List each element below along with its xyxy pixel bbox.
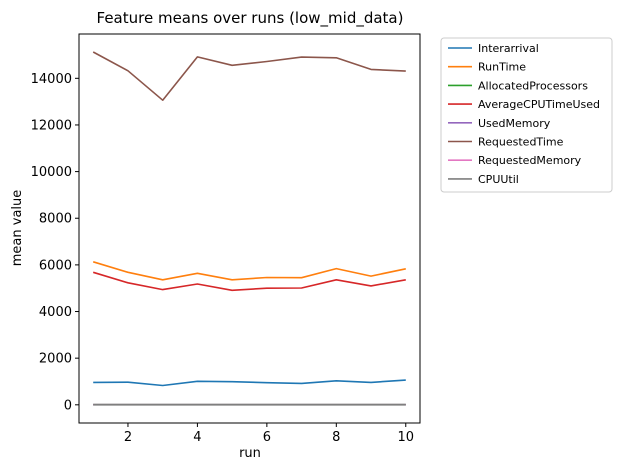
legend-label-requestedmemory: RequestedMemory [478, 154, 582, 167]
x-tick-label: 4 [193, 430, 201, 445]
legend-label-cpuutil: CPUUtil [478, 173, 519, 186]
y-tick-label: 2000 [39, 352, 72, 367]
x-tick-label: 6 [263, 430, 271, 445]
legend-label-requestedtime: RequestedTime [478, 136, 564, 149]
y-tick-label: 14000 [31, 72, 72, 87]
chart-title: Feature means over runs (low_mid_data) [97, 9, 404, 28]
y-tick-label: 12000 [31, 118, 72, 133]
y-axis-ticks: 0 2000 4000 6000 8000 10000 12000 14000 [31, 72, 79, 413]
y-tick-label: 10000 [31, 165, 72, 180]
x-tick-label: 10 [397, 430, 414, 445]
y-axis-label: mean value [10, 190, 25, 267]
legend-label-usedmemory: UsedMemory [478, 117, 551, 130]
x-tick-label: 8 [332, 430, 340, 445]
x-axis-ticks: 2 4 6 8 10 [124, 423, 414, 445]
legend-label-allocatedprocessors: AllocatedProcessors [478, 79, 588, 92]
y-tick-label: 6000 [39, 258, 72, 273]
series-line-averagecputimeused [92, 271, 406, 292]
plot-frame [78, 33, 421, 424]
series-line-requestedtime [92, 51, 406, 101]
y-tick-label: 4000 [39, 305, 72, 320]
y-tick-label: 0 [64, 398, 72, 413]
legend-label-interarrival: Interarrival [478, 42, 539, 55]
x-tick-label: 2 [124, 430, 132, 445]
series-line-interarrival [93, 379, 406, 387]
x-axis-label: run [239, 446, 261, 461]
legend-frame [440, 37, 613, 193]
legend-label-runtime: RunTime [478, 61, 526, 74]
legend: Interarrival RunTime AllocatedProcessors Av… [440, 37, 613, 193]
series-line-runtime [92, 261, 406, 281]
series-layer [92, 51, 406, 406]
legend-label-averagecputimeused: AverageCPUTimeUsed [478, 98, 600, 111]
y-tick-label: 8000 [39, 212, 72, 227]
